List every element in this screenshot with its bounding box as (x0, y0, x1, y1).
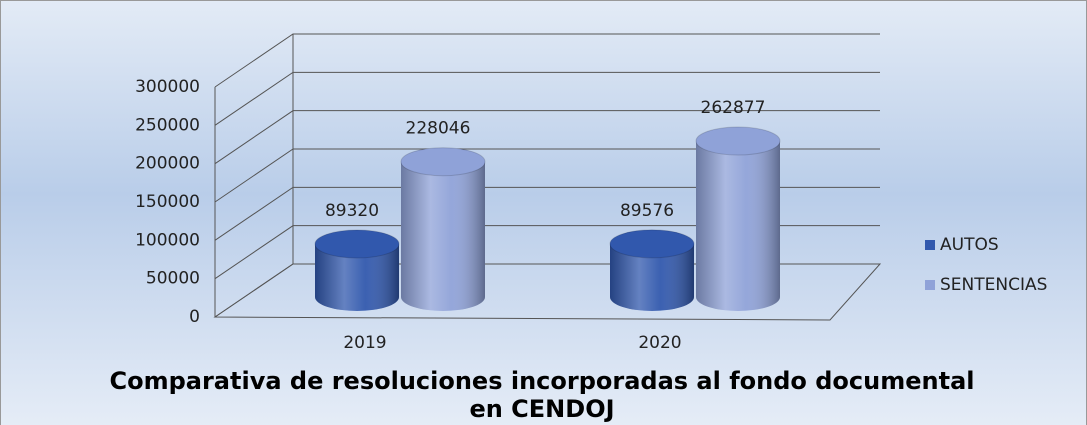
data-label: 228046 (406, 119, 471, 139)
cylinder-shade (315, 244, 399, 311)
data-label: 262877 (701, 98, 766, 118)
cylinder-shade (610, 243, 694, 311)
y-tick-label: 50000 (146, 269, 200, 289)
x-tick-label: 2019 (343, 333, 386, 353)
grid-line (214, 225, 880, 280)
legend-swatch (925, 240, 935, 250)
y-tick-label: 100000 (135, 230, 200, 250)
y-tick-label: 250000 (135, 115, 200, 135)
y-tick-label: 0 (189, 307, 200, 327)
cylinder-top (314, 229, 400, 259)
y-tick-label: 150000 (135, 192, 200, 212)
data-label: 89320 (325, 201, 379, 221)
legend-swatch (925, 280, 935, 290)
cylinder-top (400, 147, 486, 177)
chart-title: en CENDOJ (469, 395, 614, 423)
cylinder-shade (696, 141, 780, 311)
grid-line (214, 71, 880, 126)
grid-line (214, 186, 880, 241)
legend-label: AUTOS (940, 235, 999, 255)
x-tick-label: 2020 (638, 333, 681, 353)
grid-line (214, 33, 880, 88)
legend-label: SENTENCIAS (940, 275, 1047, 295)
grid-line (214, 110, 880, 165)
y-tick-label: 300000 (135, 77, 200, 97)
y-tick-label: 200000 (135, 154, 200, 174)
cylinder-shade (401, 161, 485, 311)
chart-title: Comparativa de resoluciones incorporadas… (109, 367, 974, 395)
cylinder-top (695, 126, 781, 156)
grid-line (214, 148, 880, 203)
cylinder-top (609, 229, 695, 259)
data-label: 89576 (620, 201, 674, 221)
